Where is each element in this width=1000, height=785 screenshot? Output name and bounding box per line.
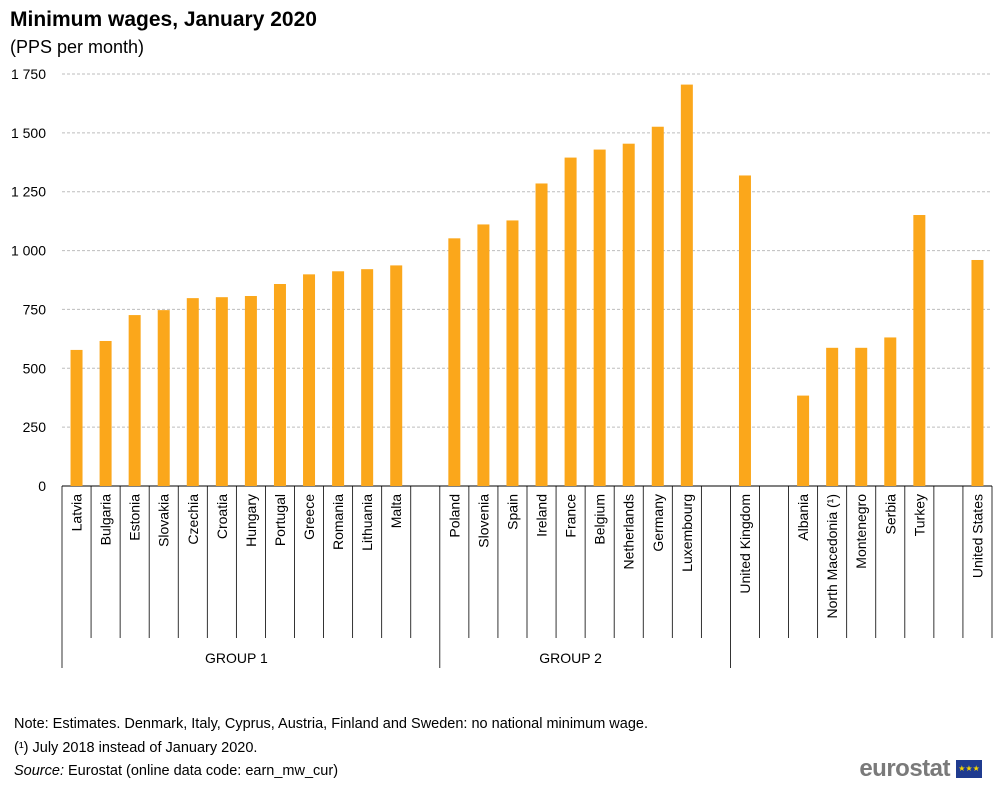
source-label: Source: xyxy=(14,763,64,779)
bar-malta xyxy=(390,265,403,486)
x-tick-label: Malta xyxy=(388,494,404,528)
y-tick-label: 750 xyxy=(23,301,47,317)
bar-germany xyxy=(651,126,664,487)
chart-title: Minimum wages, January 2020 xyxy=(10,8,317,31)
bar-slovenia xyxy=(477,224,490,487)
x-tick-label: United States xyxy=(969,494,985,578)
eurostat-logo: eurostat ★★★ xyxy=(859,755,982,783)
x-tick-label: Slovakia xyxy=(156,494,172,547)
footnote: (¹) July 2018 instead of January 2020. xyxy=(14,740,258,756)
bar-croatia xyxy=(215,297,228,486)
y-tick-label: 0 xyxy=(38,478,46,494)
x-tick-label: Estonia xyxy=(127,494,143,541)
bar-hungary xyxy=(244,296,257,486)
bar-greece xyxy=(303,274,316,486)
y-tick-label: 1 500 xyxy=(11,125,46,141)
y-tick-label: 250 xyxy=(23,419,47,435)
bar-serbia xyxy=(884,337,897,486)
bar-france xyxy=(564,157,577,486)
eu-flag-icon: ★★★ xyxy=(956,760,982,778)
y-tick-label: 1 000 xyxy=(11,243,46,259)
bar-turkey xyxy=(913,215,926,486)
x-tick-label: Hungary xyxy=(243,494,259,547)
logo-text: eurostat xyxy=(859,755,950,782)
x-tick-label: Netherlands xyxy=(621,494,637,570)
x-tick-label: Bulgaria xyxy=(98,494,114,546)
group-label: GROUP 1 xyxy=(205,650,268,666)
bar-ireland xyxy=(535,183,548,486)
x-tick-label: Portugal xyxy=(272,494,288,546)
source-line: Source: Eurostat (online data code: earn… xyxy=(14,763,338,779)
bar-north-macedonia- xyxy=(826,347,839,486)
x-tick-label: Poland xyxy=(446,494,462,538)
bar-portugal xyxy=(273,284,286,486)
x-tick-label: Czechia xyxy=(185,494,201,545)
x-tick-label: Romania xyxy=(330,494,346,550)
x-tick-label: France xyxy=(563,494,579,538)
bar-czechia xyxy=(186,298,199,486)
bar-estonia xyxy=(128,315,141,486)
chart-subtitle: (PPS per month) xyxy=(10,37,145,57)
x-tick-label: North Macedonia (¹) xyxy=(824,494,840,619)
x-tick-label: Croatia xyxy=(214,494,230,539)
x-tick-label: Albania xyxy=(795,494,811,541)
x-tick-label: United Kingdom xyxy=(737,494,753,594)
x-tick-label: Ireland xyxy=(534,494,550,537)
bar-united-kingdom xyxy=(738,175,751,486)
bar-united-states xyxy=(971,259,984,486)
y-tick-label: 500 xyxy=(23,360,47,376)
x-tick-label: Greece xyxy=(301,494,317,540)
x-tick-label: Serbia xyxy=(882,494,898,535)
note: Note: Estimates. Denmark, Italy, Cyprus,… xyxy=(14,716,648,732)
bar-slovakia xyxy=(157,310,170,486)
bar-netherlands xyxy=(622,143,635,486)
y-tick-label: 1 250 xyxy=(11,184,46,200)
bar-luxembourg xyxy=(680,84,693,486)
bar-poland xyxy=(448,238,461,486)
x-tick-label: Montenegro xyxy=(853,494,869,569)
bar-belgium xyxy=(593,149,606,486)
x-tick-label: Turkey xyxy=(911,494,927,536)
bar-albania xyxy=(797,395,810,486)
x-tick-label: Belgium xyxy=(592,494,608,545)
bar-montenegro xyxy=(855,347,868,486)
group-label: GROUP 2 xyxy=(539,650,602,666)
x-tick-label: Lithuania xyxy=(359,494,375,551)
bar-lithuania xyxy=(361,269,374,486)
x-tick-label: Luxembourg xyxy=(679,494,695,572)
bar-latvia xyxy=(70,349,83,486)
x-tick-label: Spain xyxy=(504,494,520,530)
bar-bulgaria xyxy=(99,340,112,486)
x-tick-label: Slovenia xyxy=(475,494,491,548)
bar-spain xyxy=(506,220,519,486)
y-tick-label: 1 750 xyxy=(11,66,46,82)
x-tick-label: Latvia xyxy=(69,494,85,532)
x-tick-label: Germany xyxy=(650,494,666,552)
source-text: Eurostat (online data code: earn_mw_cur) xyxy=(63,763,339,779)
bar-chart: 0 250 500 750 1 000 1 250 1 500 1 750 Latvia Bulg… xyxy=(11,66,993,668)
bar-romania xyxy=(332,271,345,486)
